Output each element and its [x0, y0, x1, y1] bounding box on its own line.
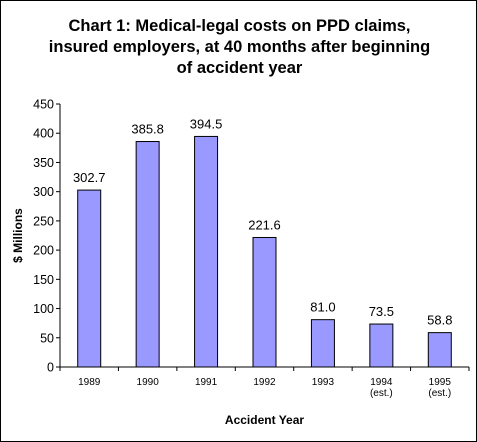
y-tick-label: 50: [40, 331, 54, 345]
y-tick-label: 150: [33, 273, 54, 287]
bar: [77, 189, 102, 368]
chart-title-line-3: of accident year: [176, 59, 303, 77]
bar: [135, 141, 160, 368]
y-tick-label: 0: [47, 361, 54, 375]
y-tick-label: 450: [33, 98, 54, 112]
y-tick-label: 250: [33, 214, 54, 228]
x-tick-label: 1991: [195, 377, 218, 388]
bar: [194, 135, 219, 368]
y-tick-label: 300: [33, 185, 54, 199]
x-tick-label: (est.): [428, 388, 451, 399]
bar: [427, 332, 452, 368]
bar: [310, 319, 335, 368]
x-tick-label: 1992: [253, 377, 276, 388]
data-label: 394.5: [190, 116, 223, 131]
x-tick-label: 1990: [137, 377, 160, 388]
data-label: 221.6: [248, 217, 281, 232]
bar: [252, 236, 277, 368]
data-label: 385.8: [131, 122, 164, 137]
x-axis-title: Accident Year: [225, 413, 304, 427]
data-label: 302.7: [73, 170, 106, 185]
data-label: 73.5: [369, 304, 394, 319]
chart-title: Chart 1: Medical-legal costs on PPD clai…: [21, 16, 458, 79]
y-tick-label: 400: [33, 127, 54, 141]
x-tick-label: 1994: [370, 377, 393, 388]
x-tick-label: 1989: [78, 377, 101, 388]
y-tick-label: 200: [33, 244, 54, 258]
data-label: 81.0: [310, 300, 335, 315]
chart-title-line-1: Chart 1: Medical-legal costs on PPD clai…: [68, 17, 411, 35]
bar: [369, 323, 394, 368]
y-axis-title: $ Millions: [11, 208, 25, 263]
y-tick-label: 350: [33, 156, 54, 170]
x-tick-label: (est.): [370, 388, 393, 399]
data-label: 58.8: [427, 313, 452, 328]
x-tick-label: 1993: [312, 377, 335, 388]
chart-title-line-2: insured employers, at 40 months after be…: [48, 38, 431, 56]
y-tick-label: 100: [33, 302, 54, 316]
x-tick-label: 1995: [429, 377, 452, 388]
